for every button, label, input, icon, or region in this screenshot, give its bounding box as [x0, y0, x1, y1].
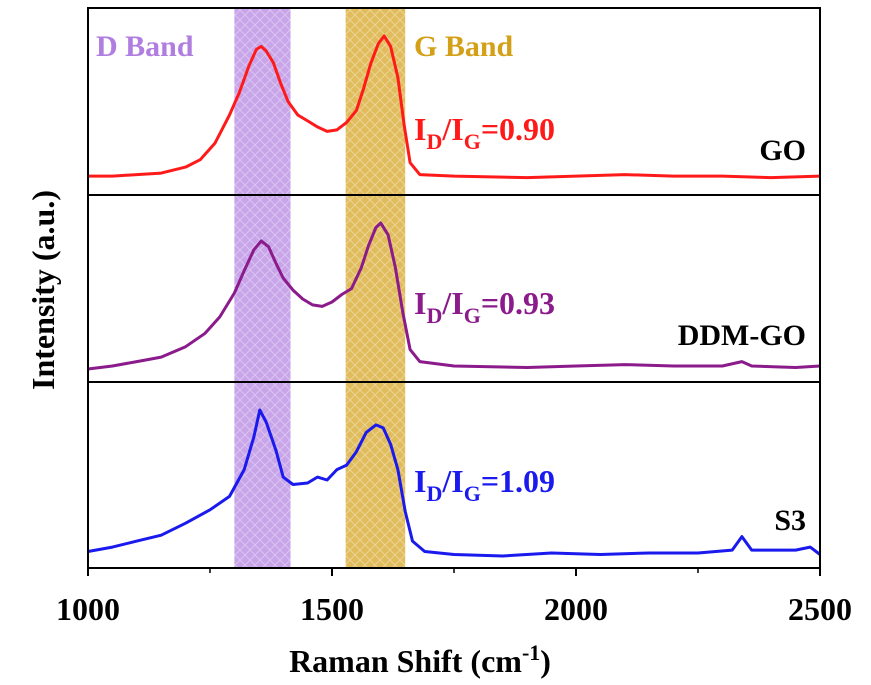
sample-label-s3: S3 — [774, 504, 806, 537]
x-tick-label-2000: 2000 — [544, 591, 608, 627]
band-hatch-2 — [345, 8, 406, 568]
ratio-label-s3: ID/IG=1.09 — [414, 463, 555, 506]
x-tick-label-1500: 1500 — [300, 591, 364, 627]
spectrum-line-s3 — [87, 408, 821, 558]
ratio-label-ddm-go: ID/IG=0.93 — [414, 285, 555, 328]
band-label-2: G Band — [414, 30, 514, 63]
bands-layer — [234, 8, 406, 568]
labels-layer: D Band G Band GO ID/IG=0.90 DDM-GO ID/IG=0.93… — [25, 30, 852, 679]
sample-label-ddm-go: DDM-GO — [678, 319, 806, 352]
spectrum-line-go — [88, 34, 821, 180]
sample-label-go: GO — [759, 134, 806, 167]
x-axis-label: Raman Shift (cm-1) — [289, 640, 551, 679]
y-axis-label: Intensity (a.u.) — [25, 190, 61, 390]
lines-layer — [87, 34, 821, 558]
band-label-1: D Band — [96, 30, 194, 63]
frame-layer — [87, 7, 821, 576]
x-tick-label-2500: 2500 — [788, 591, 852, 627]
band-hatch-1 — [234, 8, 291, 568]
ratio-label-go: ID/IG=0.90 — [414, 111, 555, 154]
spectrum-line-ddm-go — [87, 221, 821, 371]
x-tick-label-1000: 1000 — [56, 591, 120, 627]
